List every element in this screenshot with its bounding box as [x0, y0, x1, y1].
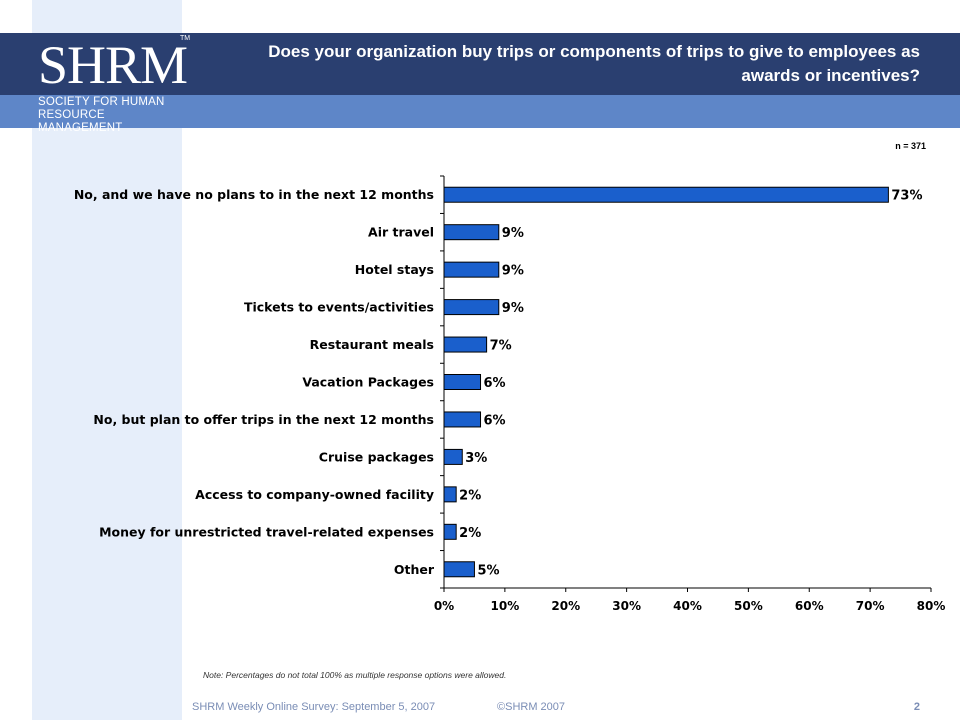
bar	[443, 261, 500, 278]
category-label: Hotel stays	[355, 262, 434, 277]
value-label: 6%	[484, 413, 506, 428]
x-tick-label: 40%	[673, 599, 702, 613]
logo-trademark: TM	[180, 35, 191, 42]
slide-title-line-1: Does your organization buy trips or comp…	[268, 42, 920, 61]
category-label: Other	[394, 562, 435, 577]
bar	[443, 224, 500, 241]
bar	[443, 523, 457, 540]
shrm-logo: SHRM TM SOCIETY FOR HUMAN RESOURCE MANAG…	[32, 33, 190, 134]
x-tick-label: 60%	[795, 599, 824, 613]
category-label: No, and we have no plans to in the next …	[74, 187, 434, 202]
bar	[443, 448, 463, 465]
value-label: 9%	[502, 301, 524, 316]
slide-title-line-2: awards or incentives?	[741, 66, 920, 85]
category-label: Restaurant meals	[310, 337, 434, 352]
x-tick-label: 10%	[491, 599, 520, 613]
value-label: 9%	[502, 264, 524, 279]
category-label: Air travel	[368, 225, 434, 240]
bar	[443, 486, 457, 503]
logo-letters: SHRM	[38, 35, 188, 95]
x-tick-label: 20%	[551, 599, 580, 613]
category-label: Vacation Packages	[302, 375, 434, 390]
category-label: Cruise packages	[319, 449, 434, 464]
value-label: 73%	[891, 189, 922, 204]
x-tick-label: 70%	[856, 599, 885, 613]
bar	[443, 299, 500, 316]
value-label: 2%	[459, 488, 481, 503]
sample-size: n = 371	[895, 141, 926, 151]
footnote: Note: Percentages do not total 100% as m…	[203, 670, 507, 680]
category-label: Access to company-owned facility	[195, 487, 434, 502]
value-label: 7%	[490, 339, 512, 354]
bar	[443, 561, 475, 578]
x-tick-label: 50%	[734, 599, 763, 613]
bar	[443, 186, 889, 203]
value-label: 3%	[465, 451, 487, 466]
category-label: Money for unrestricted travel-related ex…	[99, 524, 434, 539]
header-bar	[0, 33, 960, 95]
category-label: No, but plan to offer trips in the next …	[93, 412, 434, 427]
bar	[443, 374, 482, 390]
bar	[443, 411, 482, 428]
x-tick-label: 30%	[612, 599, 641, 613]
value-label: 2%	[459, 526, 481, 541]
bar	[443, 336, 488, 353]
value-label: 6%	[484, 376, 506, 391]
logo-line-1: SOCIETY FOR HUMAN	[38, 96, 165, 108]
slide-title: Does your organization buy trips or comp…	[200, 40, 920, 88]
page-number: 2	[913, 701, 920, 713]
logo-line-2: RESOURCE MANAGEMENT	[38, 109, 123, 134]
header-subbar	[0, 95, 960, 128]
value-label: 5%	[477, 563, 499, 578]
footer-copyright: ©SHRM 2007	[497, 701, 566, 713]
value-label: 9%	[502, 226, 524, 241]
x-tick-label: 80%	[917, 599, 946, 613]
category-label: Tickets to events/activities	[244, 300, 434, 315]
footer-survey: SHRM Weekly Online Survey: September 5, …	[192, 701, 436, 713]
x-tick-label: 0%	[434, 599, 454, 613]
